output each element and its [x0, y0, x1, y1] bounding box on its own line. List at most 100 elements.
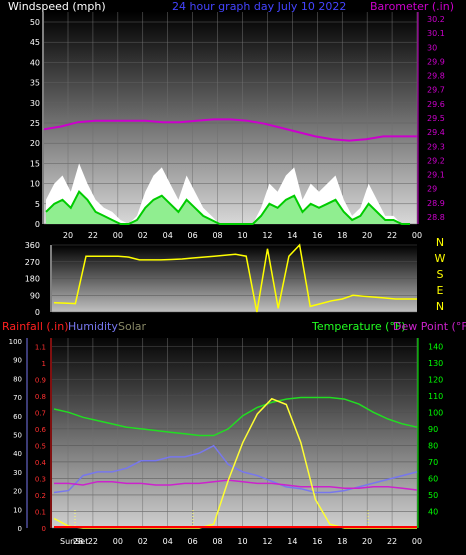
- humidity-title: Humidity: [68, 320, 118, 333]
- baro-y-tick: 30.1: [427, 29, 445, 38]
- temp-y-tick: 140: [428, 342, 443, 351]
- dewpoint-line: [54, 479, 418, 491]
- baro-y-tick: 29.5: [427, 114, 445, 123]
- temp-y-tick: 110: [428, 392, 443, 401]
- wind-avg-line: [45, 190, 410, 225]
- temperature-panel: 010203040506070809010000.10.20.30.40.50.…: [9, 338, 443, 546]
- humidity-y-tick: 10: [13, 506, 22, 514]
- temp-y-tick: 80: [428, 441, 438, 450]
- rain-y-tick: 0.2: [35, 492, 46, 500]
- temp-x-tick: 16: [312, 537, 322, 546]
- temp-x-tick: 08: [212, 537, 222, 546]
- baro-y-tick: 28.9: [427, 199, 445, 208]
- humidity-y-tick: 70: [13, 394, 22, 402]
- dir-y-tick: 270: [25, 258, 40, 267]
- rain-y-tick: 0.9: [35, 376, 46, 384]
- temp-x-tick: 10: [237, 537, 247, 546]
- wind-x-tick: 02: [138, 231, 148, 240]
- rain-y-tick: 0.7: [35, 409, 46, 417]
- dir-y-tick: 360: [25, 241, 40, 250]
- temp-y-tick: 100: [428, 408, 443, 417]
- temp-y-tick: 50: [428, 491, 438, 500]
- dewpoint-title: Dew Point (°F): [393, 320, 466, 333]
- temp-y-tick: 40: [428, 507, 438, 516]
- wind-x-tick: 10: [237, 231, 247, 240]
- wind-y-tick: 20: [30, 139, 40, 148]
- sunset-label: SunSet: [60, 537, 88, 546]
- wind-x-tick: 00: [412, 231, 422, 240]
- wind-y-tick: 25: [30, 119, 40, 128]
- wind-y-tick: 30: [30, 99, 40, 108]
- sunrise-label: 28: [73, 537, 83, 546]
- wind-x-tick: 20: [362, 231, 372, 240]
- temp-x-tick: 00: [113, 537, 123, 546]
- rain-y-tick: 1: [42, 360, 46, 368]
- compass-label: N: [436, 236, 444, 249]
- baro-y-tick: 30: [427, 43, 437, 52]
- baro-y-tick: 29.2: [427, 156, 445, 165]
- humidity-y-tick: 90: [13, 357, 22, 365]
- compass-label: S: [437, 268, 444, 281]
- rain-y-tick: 0.3: [35, 475, 46, 483]
- baro-y-tick: 29.3: [427, 142, 445, 151]
- dir-y-tick: 90: [30, 291, 40, 300]
- humidity-y-tick: 0: [18, 525, 22, 533]
- temp-x-tick: 06: [188, 537, 198, 546]
- wind-title: Windspeed (mph): [8, 0, 106, 13]
- wind-y-tick: 50: [30, 18, 40, 27]
- compass-label: W: [435, 252, 446, 265]
- baro-y-tick: 29.7: [427, 86, 445, 95]
- wind-y-tick: 5: [35, 200, 40, 209]
- baro-y-tick: 29.8: [427, 72, 445, 81]
- humidity-y-tick: 30: [13, 469, 22, 477]
- humidity-y-tick: 40: [13, 450, 22, 458]
- solar-title: Solar: [118, 320, 147, 333]
- rain-y-tick: 0.4: [35, 459, 47, 467]
- baro-y-tick: 29.9: [427, 57, 445, 66]
- humidity-y-tick: 80: [13, 375, 22, 383]
- temp-y-tick: 90: [428, 425, 438, 434]
- wind-y-tick: 45: [30, 38, 40, 47]
- temp-x-tick: 00: [412, 537, 422, 546]
- temp-x-tick: 14: [287, 537, 297, 546]
- temp-y-tick: 120: [428, 375, 443, 384]
- temp-x-tick: 18: [337, 537, 347, 546]
- baro-y-tick: 28.8: [427, 213, 445, 222]
- humidity-y-tick: 20: [13, 488, 22, 496]
- wind-y-tick: 40: [30, 58, 40, 67]
- direction-line: [53, 243, 417, 313]
- wind-x-tick: 04: [163, 231, 173, 240]
- wind-panel: 0 5 10 15 20 25 30 35 40 45 50 28.8 28.9 29 29.1 29.2 29…: [30, 12, 445, 240]
- wind-x-tick: 22: [387, 231, 397, 240]
- wind-x-tick: 08: [212, 231, 222, 240]
- wind-x-tick: 22: [88, 231, 98, 240]
- wind-avg-area: [46, 191, 410, 224]
- temp-x-tick: 22: [387, 537, 397, 546]
- rain-y-tick: 1.1: [35, 343, 46, 351]
- wind-y-tick: 0: [35, 220, 40, 229]
- baro-y-tick: 29.1: [427, 171, 445, 180]
- rain-y-tick: 0.5: [35, 442, 46, 450]
- temperature-title: Temperature (°F): [311, 320, 406, 333]
- temp-x-tick: 22: [88, 537, 98, 546]
- wind-x-tick: 00: [113, 231, 123, 240]
- temp-x-tick: 04: [163, 537, 173, 546]
- wind-plot-area: [44, 12, 417, 224]
- rain-y-tick: 0.1: [35, 508, 46, 516]
- dir-y-tick: 0: [35, 308, 40, 317]
- baro-y-tick: 30.2: [427, 15, 445, 24]
- humidity-y-tick: 50: [13, 432, 22, 440]
- wind-x-tick: 12: [262, 231, 272, 240]
- barometer-title: Barometer (.in): [370, 0, 454, 13]
- compass-label: E: [437, 284, 444, 297]
- baro-y-tick: 29: [427, 185, 437, 194]
- temperature-plot-area: [52, 338, 417, 528]
- date-title: 24 hour graph day July 10 2022: [172, 0, 346, 13]
- wind-x-tick: 20: [63, 231, 73, 240]
- temperature-line: [53, 396, 418, 437]
- wind-y-tick: 35: [30, 79, 40, 88]
- wind-x-tick: 06: [188, 231, 198, 240]
- wind-x-tick: 18: [337, 231, 347, 240]
- temp-x-tick: 20: [362, 537, 372, 546]
